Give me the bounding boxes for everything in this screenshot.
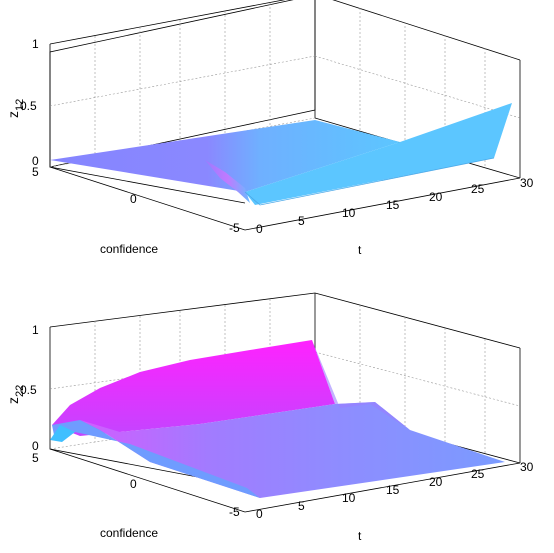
- surface-top-rise: [245, 103, 512, 205]
- x-tick-top-5: 5: [298, 214, 305, 228]
- y-tick-top--5: -5: [229, 221, 240, 235]
- x-tick-bottom-10: 10: [342, 491, 356, 505]
- surface-top-edge: [244, 157, 495, 206]
- z-tick-bottom-0: 0: [32, 439, 39, 453]
- z-axis-label-top: z12: [5, 99, 26, 118]
- x-tick-top-25: 25: [471, 182, 485, 196]
- x-tick-top-20: 20: [429, 190, 443, 204]
- plot-bottom: 1 0.5 0 z22 5 0 -5 confidence 0 5 10 15 …: [5, 292, 534, 543]
- y-tick-bottom-0: 0: [130, 477, 137, 491]
- z-tick-top-0.5: 0.5: [20, 99, 37, 113]
- z-tick-bottom-1: 1: [32, 323, 39, 337]
- surface-top-dip: [205, 160, 250, 203]
- x-tick-top-15: 15: [386, 198, 400, 212]
- z-tick-top-0: 0: [32, 154, 39, 168]
- x-tick-top-0: 0: [256, 222, 263, 236]
- x-axis-top: [244, 177, 521, 231]
- plot-top: 1 0.5 0 z12 5 0 -5 confidence 0 5 10 15 …: [5, 0, 534, 257]
- x-tick-bottom-25: 25: [471, 467, 485, 481]
- surface-bottom-fold: [52, 420, 260, 498]
- surface-top: [50, 103, 512, 206]
- z-tick-top-1: 1: [32, 37, 39, 51]
- x-tick-bottom-30: 30: [520, 460, 534, 474]
- y-axis-label-bottom: confidence: [100, 526, 158, 540]
- x-tick-bottom-15: 15: [386, 483, 400, 497]
- box-top: [49, 0, 286, 45]
- x-tick-bottom-20: 20: [429, 475, 443, 489]
- surface-bottom: [50, 340, 505, 498]
- surface-bottom-flat: [80, 402, 505, 498]
- surface-top-flat: [50, 120, 400, 192]
- x-axis-label-bottom: t: [358, 529, 362, 543]
- y-axis-bottom: [49, 448, 246, 513]
- x-axis-bottom: [244, 462, 521, 513]
- y-tick-top-0: 0: [130, 192, 137, 206]
- surface-bottom-left-tip: [50, 425, 75, 442]
- box-right-top: [332, 0, 521, 61]
- y-axis-top: [49, 166, 246, 231]
- box-right-top-b: [314, 292, 521, 349]
- y-tick-bottom-5: 5: [32, 451, 39, 465]
- x-tick-bottom-5: 5: [298, 499, 305, 513]
- z-axis-label-bottom: z22: [5, 385, 26, 404]
- y-tick-top-5: 5: [32, 165, 39, 179]
- x-axis-label-top: t: [358, 243, 362, 257]
- y-axis-label-top: confidence: [100, 242, 158, 256]
- z-tick-bottom-0.5: 0.5: [20, 383, 37, 397]
- x-tick-top-30: 30: [520, 176, 534, 190]
- x-tick-top-10: 10: [342, 206, 356, 220]
- surface-bottom-sheet: [52, 340, 335, 436]
- y-tick-bottom--5: -5: [229, 505, 240, 519]
- x-tick-bottom-0: 0: [256, 507, 263, 521]
- box-top-b: [49, 292, 316, 328]
